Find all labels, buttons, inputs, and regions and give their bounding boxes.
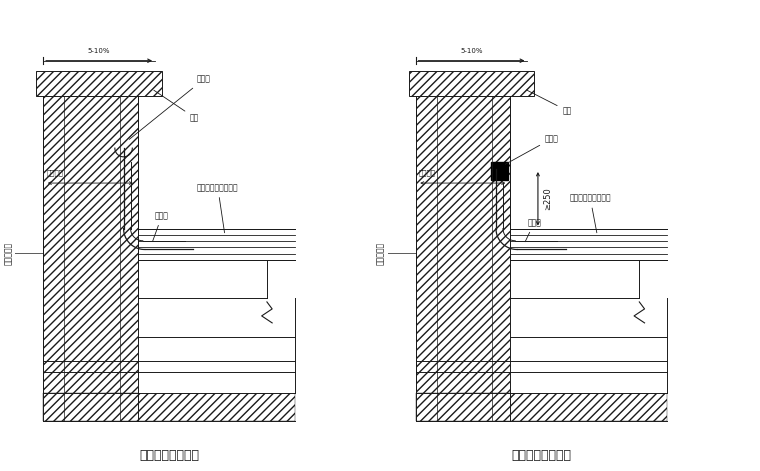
Polygon shape	[510, 299, 667, 393]
Polygon shape	[36, 71, 162, 96]
Text: 密封膏: 密封膏	[505, 134, 559, 164]
Text: 密封膏: 密封膏	[129, 75, 211, 139]
Text: 鹰嘴: 鹰嘴	[154, 90, 199, 122]
Text: 女儿墙泛水（二）: 女儿墙泛水（二）	[511, 449, 572, 462]
Bar	[491, 162, 508, 179]
Text: 女儿墙压: 女儿墙压	[419, 169, 436, 176]
Text: 屋面构造接工程设计: 屋面构造接工程设计	[569, 194, 611, 233]
Polygon shape	[416, 393, 667, 421]
Text: 附加层: 附加层	[525, 218, 541, 242]
Text: 女儿墙压: 女儿墙压	[46, 169, 64, 176]
Text: 附加层: 附加层	[153, 211, 169, 242]
Polygon shape	[43, 393, 295, 421]
Polygon shape	[43, 96, 138, 421]
Text: 外墙饰面砖: 外墙饰面砖	[4, 242, 13, 265]
Text: 屋面构造接工程设计: 屋面构造接工程设计	[197, 183, 239, 233]
Polygon shape	[416, 96, 510, 421]
Text: ≥250: ≥250	[543, 187, 553, 210]
Text: 鹰嘴: 鹰嘴	[527, 90, 572, 115]
Text: 女儿墙泛水（一）: 女儿墙泛水（一）	[139, 449, 199, 462]
Polygon shape	[138, 299, 295, 393]
Text: 5-10%: 5-10%	[461, 48, 483, 54]
Text: 5-10%: 5-10%	[88, 48, 110, 54]
Text: 外墙饰面砖: 外墙饰面砖	[376, 242, 385, 265]
Polygon shape	[409, 71, 534, 96]
